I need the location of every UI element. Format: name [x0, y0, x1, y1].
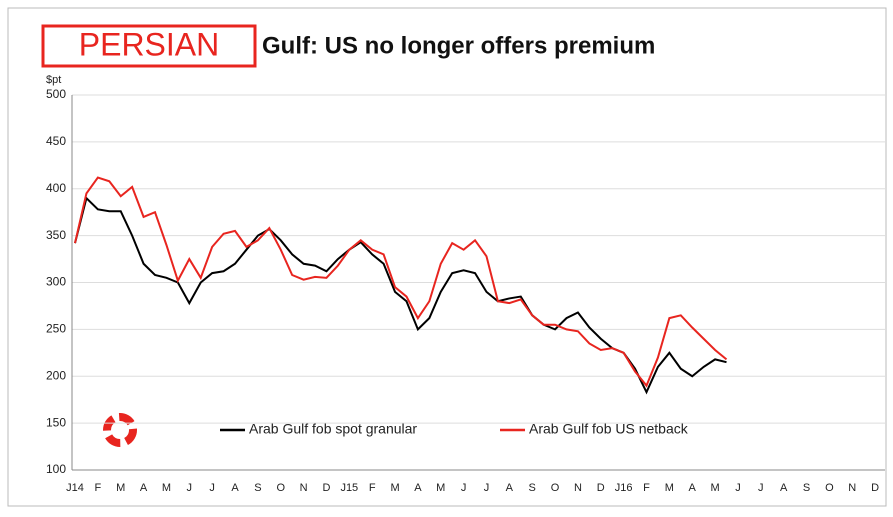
x-tick-label: A [414, 482, 422, 494]
title-box [41, 24, 257, 68]
y-axis-label: $pt [46, 74, 61, 86]
x-tick-label: A [506, 482, 514, 494]
frame [7, 7, 887, 507]
title-highlight: PERSIAN [79, 26, 219, 62]
x-tick-label: J [484, 482, 490, 494]
x-tick-label: J [461, 482, 467, 494]
y-tick-label: 450 [46, 134, 66, 148]
x-tick-label: O [276, 482, 285, 494]
x-tick-label: N [848, 482, 856, 494]
x-tick-label: N [300, 482, 308, 494]
x-tick-label: F [643, 482, 650, 494]
x-tick-label: D [322, 482, 330, 494]
legend-label: Arab Gulf fob US netback [529, 421, 689, 437]
x-tick-label: A [689, 482, 697, 494]
x-tick-label: M [162, 482, 171, 494]
x-tick-label: J15 [340, 482, 358, 494]
x-tick-label: O [825, 482, 834, 494]
x-tick-label: D [871, 482, 879, 494]
y-tick-label: 150 [46, 415, 66, 429]
y-tick-label: 300 [46, 275, 66, 289]
x-tick-label: J [758, 482, 764, 494]
y-tick-label: 350 [46, 228, 66, 242]
series-line [74, 176, 728, 388]
x-tick-label: F [94, 482, 101, 494]
x-tick-label: J [187, 482, 193, 494]
y-tick-label: 400 [46, 181, 66, 195]
x-tick-label: J16 [615, 482, 633, 494]
x-tick-label: F [369, 482, 376, 494]
x-tick-label: D [597, 482, 605, 494]
x-tick-label: A [231, 482, 239, 494]
x-tick-label: N [574, 482, 582, 494]
y-tick-label: 250 [46, 322, 66, 336]
x-tick-label: S [803, 482, 810, 494]
y-tick-label: 100 [46, 462, 66, 476]
x-tick-label: M [710, 482, 719, 494]
x-tick-label: A [780, 482, 788, 494]
x-tick-label: S [529, 482, 536, 494]
x-tick-label: J14 [66, 482, 84, 494]
x-tick-label: A [140, 482, 148, 494]
y-tick-label: 200 [46, 368, 66, 382]
x-tick-label: M [665, 482, 674, 494]
x-tick-label: J [209, 482, 215, 494]
x-tick-label: M [436, 482, 445, 494]
legend-label: Arab Gulf fob spot granular [249, 421, 417, 437]
logo [103, 413, 137, 447]
x-tick-label: M [116, 482, 125, 494]
y-tick-label: 500 [46, 87, 66, 101]
x-tick-label: J [735, 482, 741, 494]
x-tick-label: S [254, 482, 261, 494]
chart-title: Gulf: US no longer offers premium [262, 32, 655, 59]
x-tick-label: O [551, 482, 560, 494]
x-tick-label: M [390, 482, 399, 494]
